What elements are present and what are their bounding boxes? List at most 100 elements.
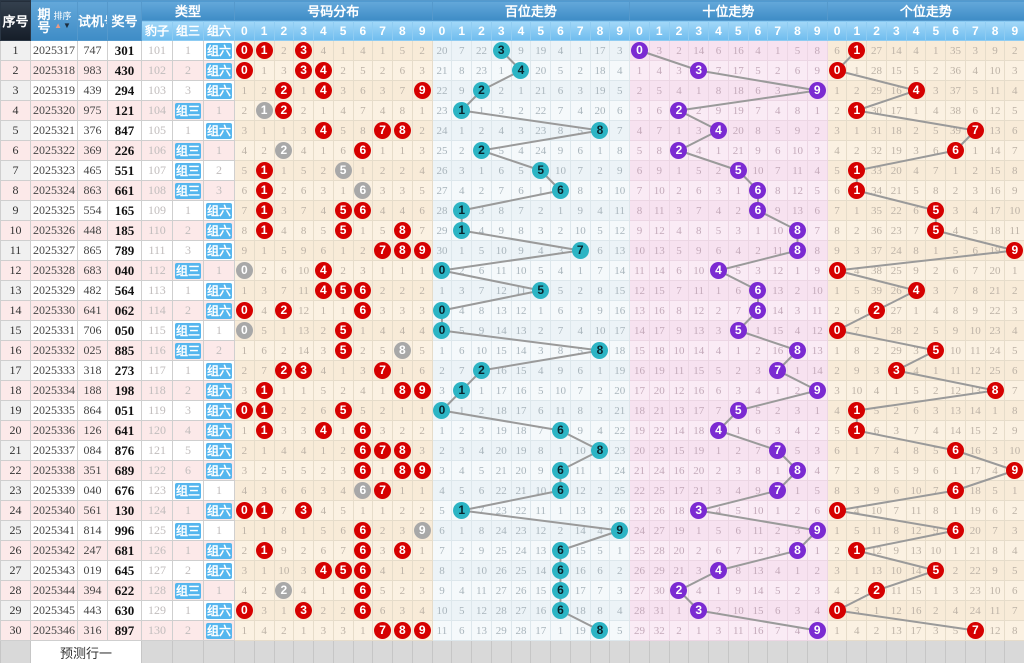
shi-cell: 2	[688, 100, 710, 121]
miss-count: 19	[614, 365, 626, 377]
sort-asc-icon[interactable]: ▲	[54, 20, 62, 30]
baozi-miss-cell: 103	[141, 80, 173, 101]
miss-count: 3	[933, 405, 939, 417]
miss-count: 16	[989, 185, 1001, 197]
miss-count: 18	[989, 225, 1001, 237]
miss-count: 4	[933, 305, 939, 317]
shi-cell: 5	[747, 60, 769, 81]
zu3-column-header: 组三	[172, 20, 204, 41]
shi-cell: 21	[727, 140, 749, 161]
bai-cell: 15	[510, 360, 532, 381]
dist-cell: 9	[411, 380, 433, 401]
miss-count: 11	[871, 525, 882, 537]
miss-count: 1	[913, 305, 919, 317]
ge-cell: 1	[925, 360, 947, 381]
period-cell: 2025319	[30, 80, 78, 101]
shi-cell: 7	[708, 400, 729, 421]
dist-cell: 2	[273, 340, 295, 361]
zu6-column-header: 组六	[202, 20, 236, 41]
miss-count: 10	[574, 225, 586, 237]
ge-cell: 4	[945, 220, 966, 241]
dist-cell: 4	[234, 480, 255, 501]
bai-cell: 5	[569, 120, 591, 141]
dist-cell: 0	[234, 500, 255, 521]
miss-count: 4	[379, 205, 386, 217]
miss-count: 19	[594, 85, 606, 97]
dist-cell: 1	[392, 140, 413, 161]
shi-cell: 2	[787, 580, 808, 601]
test-number-column-header: 试机号	[77, 0, 108, 41]
ge-cell: 9	[1004, 180, 1024, 201]
miss-count: 8	[458, 65, 465, 77]
shi-cell: 2	[708, 600, 729, 621]
miss-count: 6	[320, 545, 327, 557]
dist-cell: 6	[372, 600, 394, 621]
miss-count: 22	[989, 305, 1001, 317]
shi-cell: 3	[806, 140, 828, 161]
shi-cell: 18	[727, 80, 749, 101]
miss-count: 9	[933, 525, 939, 537]
miss-count: 13	[673, 405, 685, 417]
miss-count: 2	[320, 165, 327, 177]
miss-count: 21	[653, 405, 665, 417]
shi-cell: 7	[767, 480, 789, 501]
miss-count: 18	[653, 345, 665, 357]
miss-count: 6	[933, 145, 939, 157]
dist-cell: 2	[372, 520, 394, 541]
period-cell: 2025327	[30, 240, 78, 261]
type-zu3-cell: 3	[172, 400, 204, 421]
miss-count: 1	[952, 165, 959, 177]
miss-count: 4	[1012, 85, 1018, 97]
prize-digit-ball: 6	[354, 442, 372, 459]
miss-count: 5	[458, 485, 465, 497]
miss-count: 36	[871, 225, 883, 237]
test-number-cell: 247	[77, 540, 108, 561]
miss-count: 4	[695, 145, 702, 157]
miss-count: 4	[774, 565, 781, 577]
dist-cell: 1	[313, 100, 334, 121]
bai-cell: 10	[471, 560, 492, 581]
miss-count: 2	[557, 225, 564, 237]
ge-cell: 3	[984, 440, 1006, 461]
shi-cell: 11	[767, 240, 789, 261]
bai-cell: 2	[471, 140, 492, 161]
miss-count: 7	[399, 85, 406, 97]
bai-cell: 2	[569, 280, 591, 301]
dist-cell: 3	[234, 380, 255, 401]
miss-count: 3	[1012, 305, 1018, 317]
shi-cell: 3	[688, 120, 710, 141]
miss-count: 12	[989, 625, 1001, 637]
bai-cell: 0	[431, 320, 453, 341]
miss-count: 4	[834, 405, 840, 417]
bai-cell: 2	[589, 380, 611, 401]
miss-count: 10	[574, 445, 586, 457]
miss-count: 11	[574, 465, 586, 477]
shi-cell: 15	[688, 360, 710, 381]
bai-cell: 4	[530, 240, 552, 261]
bai-cell: 1	[451, 380, 473, 401]
dist-cell: 4	[352, 40, 374, 61]
miss-count: 14	[515, 345, 527, 357]
shi-cell: 2	[668, 580, 690, 601]
bai-cell: 3	[471, 420, 492, 441]
miss-count: 37	[871, 245, 883, 257]
table-body: 1 2025317 747 301 101 1 组六 0 1 2 3 4 1 4 1 5 2 20 7 22 3 9 19 4…	[0, 40, 1024, 641]
ge-cell: 8	[866, 460, 887, 481]
miss-count: 3	[814, 585, 821, 597]
ge-cell: 1	[826, 80, 848, 101]
shi-cell: 3	[787, 520, 808, 541]
dist-cell: 2	[273, 620, 295, 641]
digit-col-header-dist-2: 2	[273, 20, 295, 41]
footer-empty-cell	[885, 640, 907, 663]
bai-cell: 22	[609, 420, 631, 441]
miss-count: 3	[340, 625, 346, 637]
miss-count: 2	[834, 105, 840, 117]
miss-count: 5	[992, 485, 998, 497]
bai-cell: 24	[510, 540, 532, 561]
bai-cell: 19	[510, 440, 532, 461]
bai-cell: 22	[471, 40, 492, 61]
type-zu3-cell: 1	[172, 280, 204, 301]
sort-desc-icon[interactable]: ▼	[62, 20, 71, 30]
type-zu3-cell: 1	[172, 120, 204, 141]
ge-cell: 6	[905, 200, 927, 221]
